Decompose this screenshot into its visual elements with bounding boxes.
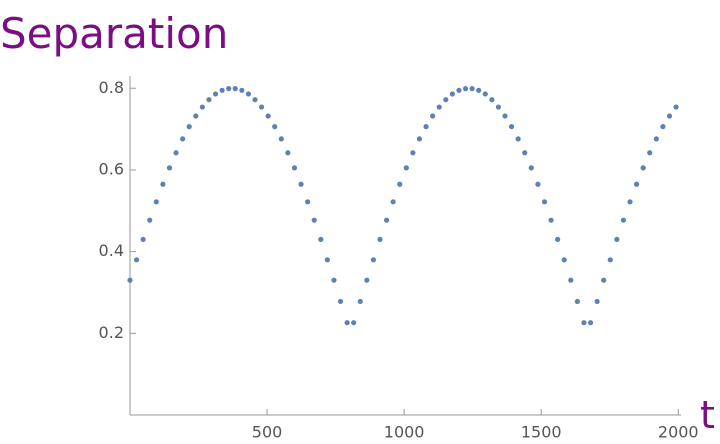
data-point	[272, 124, 278, 130]
data-point	[673, 104, 679, 110]
data-point	[416, 136, 423, 142]
data-point	[351, 320, 357, 326]
data-point	[147, 217, 153, 223]
data-point	[265, 113, 271, 119]
data-point	[370, 257, 377, 263]
y-tick-label: 0.8	[99, 78, 124, 97]
data-point	[489, 97, 495, 103]
data-point	[574, 298, 580, 305]
y-tick-label: 0.2	[99, 323, 124, 342]
data-point	[311, 217, 317, 223]
data-point	[133, 257, 140, 263]
data-point	[495, 104, 502, 110]
data-point	[555, 236, 561, 242]
data-point	[390, 199, 396, 205]
data-point	[173, 150, 179, 156]
data-point	[482, 91, 488, 97]
chart-title: Separation	[0, 9, 228, 58]
data-point	[660, 124, 666, 130]
x-tick-label: 1500	[521, 423, 562, 442]
data-point	[324, 257, 330, 263]
data-point	[640, 165, 646, 171]
data-point	[535, 181, 541, 187]
data-point	[364, 277, 370, 283]
data-point	[212, 91, 219, 97]
data-point	[305, 199, 311, 205]
data-point	[397, 181, 403, 187]
data-point	[462, 86, 469, 92]
data-point	[383, 217, 390, 223]
data-point	[476, 87, 482, 93]
data-point	[528, 165, 534, 171]
data-point	[647, 150, 653, 156]
y-tick-label: 0.4	[99, 241, 124, 260]
data-point	[160, 181, 166, 187]
data-point	[568, 277, 574, 283]
data-point	[614, 236, 620, 242]
x-tick-label: 1000	[384, 423, 425, 442]
data-point	[548, 217, 554, 223]
x-tick-label: 2000	[658, 423, 699, 442]
data-point	[298, 181, 304, 187]
data-point	[331, 277, 337, 283]
data-point	[239, 87, 245, 93]
data-point	[449, 91, 455, 97]
data-point	[232, 86, 238, 92]
data-point	[541, 199, 548, 205]
data-point	[219, 87, 225, 93]
data-point	[607, 257, 613, 263]
data-point	[258, 104, 265, 110]
data-point	[278, 136, 284, 142]
x-tick-label: 500	[252, 423, 283, 442]
data-point	[423, 124, 429, 130]
data-point	[285, 150, 291, 156]
data-point	[318, 236, 324, 242]
data-point	[344, 320, 350, 326]
data-point	[140, 236, 146, 242]
data-point	[522, 150, 528, 156]
data-point	[291, 165, 298, 171]
data-point	[515, 136, 521, 142]
data-point	[430, 113, 436, 119]
data-point	[226, 86, 232, 92]
data-point	[436, 104, 442, 110]
data-point	[620, 217, 627, 223]
data-point	[469, 86, 475, 92]
data-point	[337, 298, 344, 305]
data-point	[502, 113, 508, 119]
data-point	[186, 124, 192, 130]
data-point	[561, 257, 567, 263]
data-point	[627, 199, 633, 205]
data-point	[508, 124, 515, 130]
data-point	[581, 320, 587, 326]
data-point	[153, 199, 159, 205]
data-point	[193, 113, 199, 119]
data-point	[666, 113, 673, 119]
data-point	[166, 165, 173, 171]
data-point	[199, 104, 205, 110]
data-point	[206, 97, 212, 103]
data-point	[377, 236, 383, 242]
x-axis-label: t	[700, 393, 715, 437]
data-point	[180, 136, 186, 142]
data-point	[443, 97, 449, 103]
data-point	[357, 298, 363, 305]
data-point	[245, 91, 252, 97]
data-point	[587, 320, 594, 326]
data-point	[252, 97, 258, 103]
data-point	[653, 136, 659, 142]
data-point	[594, 298, 600, 305]
data-point	[403, 165, 409, 171]
data-point	[127, 277, 133, 283]
data-point	[601, 277, 607, 283]
data-point	[410, 150, 416, 156]
y-tick-label: 0.6	[99, 159, 124, 178]
data-point	[456, 87, 462, 93]
data-point	[633, 181, 640, 187]
